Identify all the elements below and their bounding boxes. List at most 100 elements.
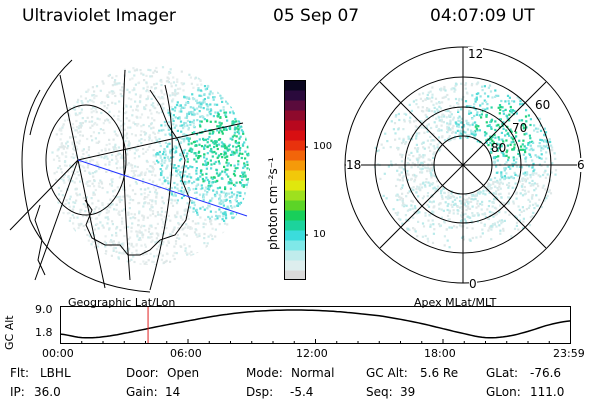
- aurora-pixel: [120, 95, 123, 98]
- aurora-pixel: [139, 96, 142, 99]
- aurora-pixel: [215, 144, 218, 148]
- aurora-pixel: [214, 210, 217, 214]
- aurora-pixel: [203, 101, 206, 104]
- mlt-12-label: 12: [468, 47, 484, 61]
- aurora-pixel: [410, 109, 413, 112]
- altitude-axis-title: GC Alt: [3, 315, 16, 350]
- aurora-pixel: [437, 128, 441, 131]
- aurora-pixel: [227, 192, 231, 195]
- aurora-pixel: [468, 110, 471, 113]
- mlat-60-label: 60: [535, 98, 551, 112]
- aurora-pixel: [460, 225, 463, 228]
- aurora-pixel: [222, 215, 225, 218]
- aurora-pixel: [438, 119, 441, 122]
- aurora-pixel: [107, 206, 110, 209]
- aurora-pixel: [454, 88, 457, 91]
- aurora-pixel: [520, 210, 523, 213]
- aurora-pixel: [506, 94, 510, 97]
- aurora-pixel: [95, 240, 98, 243]
- aurora-pixel: [519, 145, 523, 148]
- aurora-pixel: [229, 178, 232, 181]
- mlat-70-label: 70: [512, 121, 528, 135]
- aurora-pixel: [433, 147, 436, 150]
- aurora-pixel: [505, 151, 508, 154]
- aurora-pixel: [446, 131, 449, 134]
- aurora-pixel: [132, 67, 135, 70]
- aurora-pixel: [57, 193, 61, 196]
- colorbar-swatch: [284, 90, 306, 101]
- aurora-pixel: [448, 128, 451, 131]
- aurora-pixel: [117, 257, 120, 260]
- aurora-pixel: [508, 113, 511, 116]
- aurora-pixel: [428, 184, 431, 187]
- aurora-pixel: [112, 190, 115, 193]
- aurora-pixel: [146, 85, 149, 88]
- aurora-pixel: [494, 89, 497, 92]
- aurora-pixel: [72, 156, 75, 159]
- aurora-pixel: [398, 166, 401, 169]
- polar-caption: Apex MLat/MLT: [414, 296, 497, 309]
- aurora-pixel: [197, 87, 200, 90]
- aurora-pixel: [532, 211, 535, 214]
- aurora-pixel: [426, 195, 429, 198]
- aurora-pixel: [173, 181, 176, 185]
- aurora-pixel: [406, 178, 409, 182]
- aurora-pixel: [116, 160, 119, 163]
- aurora-pixel: [147, 193, 150, 197]
- aurora-pixel: [489, 90, 493, 93]
- aurora-pixel: [516, 174, 519, 177]
- aurora-pixel: [466, 136, 469, 139]
- aurora-pixel: [213, 96, 216, 99]
- aurora-pixel: [228, 143, 231, 146]
- aurora-pixel: [216, 103, 219, 106]
- aurora-pixel: [104, 235, 107, 238]
- aurora-pixel: [469, 239, 472, 242]
- aurora-pixel: [96, 161, 99, 164]
- aurora-pixel: [449, 119, 452, 122]
- aurora-pixel: [453, 203, 456, 206]
- aurora-pixel: [453, 87, 456, 90]
- aurora-pixel: [488, 227, 491, 230]
- aurora-pixel: [183, 106, 186, 109]
- aurora-pixel: [98, 207, 101, 210]
- aurora-pixel: [405, 113, 408, 116]
- aurora-pixel: [479, 202, 482, 206]
- aurora-pixel: [133, 147, 137, 150]
- aurora-pixel: [63, 181, 66, 184]
- aurora-pixel: [216, 125, 219, 128]
- aurora-pixel: [184, 170, 187, 173]
- aurora-pixel: [473, 103, 476, 106]
- aurora-pixel: [104, 253, 107, 256]
- aurora-pixel: [206, 120, 209, 123]
- aurora-pixel: [160, 103, 163, 106]
- aurora-pixel: [440, 189, 443, 192]
- aurora-pixel: [191, 93, 194, 96]
- aurora-pixel: [180, 196, 184, 200]
- aurora-pixel: [222, 191, 225, 194]
- aurora-pixel: [244, 194, 248, 197]
- aurora-pixel: [220, 122, 223, 125]
- aurora-pixel: [407, 157, 410, 160]
- aurora-pixel: [85, 159, 88, 162]
- aurora-pixel: [167, 111, 170, 114]
- aurora-pixel: [106, 216, 109, 219]
- aurora-pixel: [517, 152, 520, 155]
- aurora-pixel: [140, 125, 143, 128]
- aurora-pixel: [116, 82, 119, 85]
- aurora-pixel: [515, 165, 519, 168]
- aurora-pixel: [424, 185, 427, 188]
- aurora-pixel: [88, 120, 91, 123]
- aurora-pixel: [60, 168, 63, 171]
- aurora-pixel: [102, 82, 105, 85]
- aurora-pixel: [451, 127, 454, 130]
- aurora-pixel: [188, 175, 191, 178]
- aurora-pixel: [94, 171, 97, 174]
- aurora-pixel: [179, 171, 182, 174]
- aurora-pixel: [402, 128, 405, 131]
- aurora-pixel: [202, 193, 205, 196]
- aurora-pixel: [447, 98, 450, 101]
- aurora-pixel: [428, 108, 431, 111]
- mlt-18-label: 18: [346, 158, 362, 172]
- aurora-pixel: [130, 244, 133, 247]
- aurora-pixel: [198, 234, 201, 238]
